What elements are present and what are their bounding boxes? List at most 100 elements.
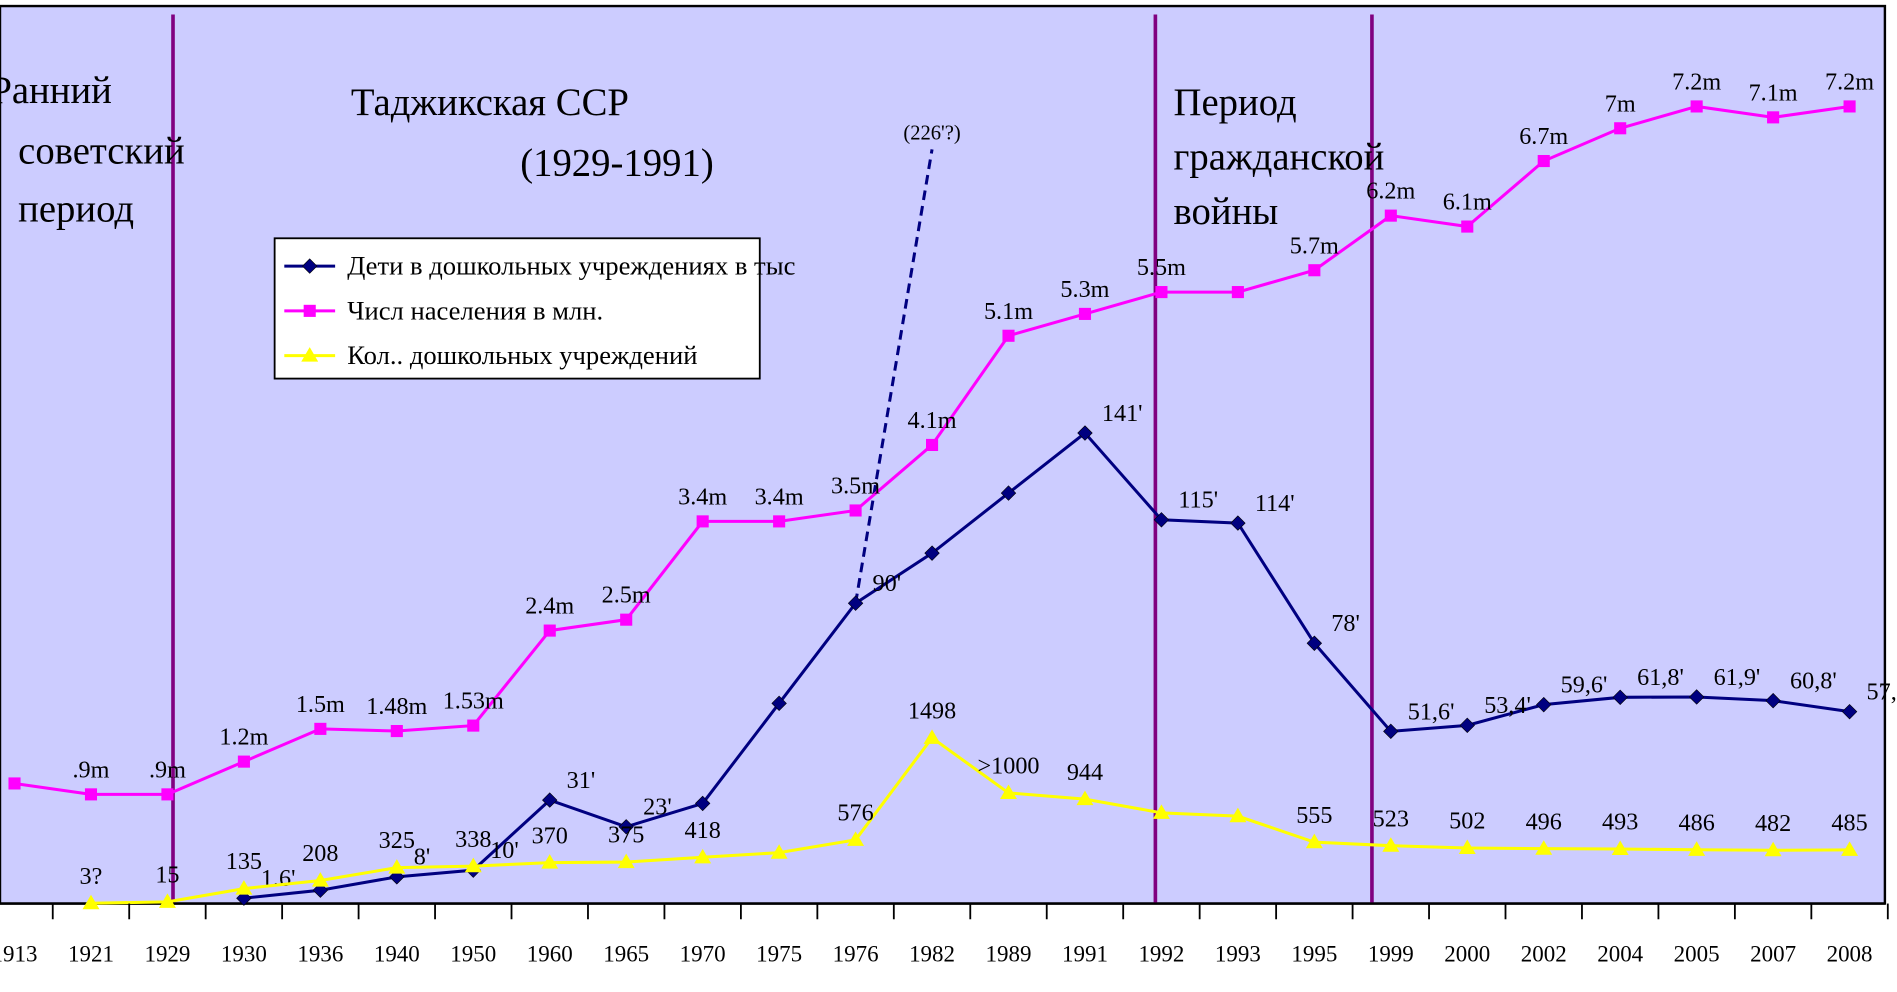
data-point [467, 719, 480, 732]
data-label: 493 [1602, 809, 1638, 836]
data-point [1612, 689, 1628, 705]
data-label: 7m [1605, 90, 1636, 117]
x-tick-label: 1913 [0, 942, 37, 967]
x-tick-label: 1989 [986, 942, 1032, 967]
data-point [1688, 841, 1706, 856]
data-point [1155, 286, 1168, 299]
data-point [1690, 100, 1703, 113]
data-label: 418 [685, 817, 721, 844]
data-point [1458, 839, 1476, 855]
data-label: 3.5m [831, 473, 880, 500]
data-label: 59,6' [1561, 672, 1608, 699]
data-point [464, 857, 482, 873]
data-label: 4.1m [908, 407, 957, 434]
data-point [314, 722, 327, 735]
x-tick-label: 1960 [527, 942, 573, 967]
data-label: 5.3m [1060, 276, 1109, 303]
legend-label: Дети в дошкольных учреждениях в тыс [347, 251, 795, 281]
data-point [1841, 841, 1859, 856]
data-point [1537, 154, 1550, 168]
data-label: .9m [149, 756, 186, 783]
series-line [243, 430, 1850, 900]
data-point [1306, 635, 1323, 651]
data-point [924, 545, 940, 561]
data-point [1536, 696, 1552, 713]
x-tick-label: 1991 [1062, 942, 1108, 967]
data-point [1153, 512, 1170, 528]
series-line [90, 735, 1850, 905]
x-tick-label: 2008 [1827, 942, 1873, 967]
data-point [311, 872, 329, 887]
data-point [925, 438, 939, 451]
data-label: 135 [226, 848, 262, 875]
data-point [694, 795, 711, 812]
data-point [158, 893, 176, 908]
x-tick-label: 2000 [1444, 942, 1490, 967]
x-tick-label: 1992 [1138, 942, 1184, 967]
marks: (226'?) 1.6' 8' 10' 31' 23' 90' 141' 115' 114' 78'… [8, 69, 1897, 910]
data-label: 53,4' [1484, 692, 1531, 719]
data-label: 576 [837, 799, 873, 826]
period-label: период [18, 188, 134, 230]
data-point [235, 880, 253, 895]
data-point [388, 859, 406, 874]
data-point [1305, 833, 1323, 849]
data-label: 1.5m [296, 691, 345, 718]
data-label: 944 [1067, 759, 1103, 786]
legend-label: Кол.. дошкольных учреждений [347, 340, 697, 370]
x-tick-label: 1940 [374, 942, 420, 967]
data-label: 114' [1255, 490, 1295, 517]
data-point [1384, 209, 1397, 222]
data-point [696, 515, 709, 528]
data-point [849, 504, 862, 517]
data-point [1611, 840, 1629, 856]
data-label: 51,6' [1408, 698, 1455, 725]
data-label: 5.1m [984, 298, 1033, 325]
data-point [237, 755, 250, 768]
data-label: 10' [490, 837, 519, 864]
data-point [1843, 100, 1856, 113]
data-point [8, 777, 21, 790]
data-label: 141' [1102, 400, 1143, 427]
data-label: 6.7m [1519, 123, 1568, 150]
data-label: 325 [379, 827, 415, 854]
data-label: .9m [72, 756, 109, 783]
x-tick-label: 1976 [833, 942, 879, 967]
legend-box [273, 237, 761, 380]
data-point [1614, 122, 1627, 135]
data-point [161, 788, 174, 801]
x-tick-label: 2005 [1674, 942, 1720, 967]
data-point [542, 792, 558, 808]
data-label: 5.7m [1290, 232, 1339, 259]
data-label: 486 [1679, 809, 1715, 836]
data-label: 3.4m [678, 483, 727, 510]
data-point [1152, 804, 1170, 819]
x-tick-label: 1929 [144, 942, 190, 967]
x-tick-label: 2004 [1597, 942, 1643, 967]
x-tick-label: 1995 [1291, 942, 1337, 967]
data-point [1000, 485, 1017, 501]
data-point [82, 894, 100, 910]
x-tick-label: 1975 [756, 942, 802, 967]
x-tick-label: 1993 [1215, 942, 1261, 967]
period-label: (1929-1991) [520, 142, 714, 184]
legend: Дети в дошкольных учреждениях в тыс Числ … [273, 237, 795, 380]
data-label: 502 [1449, 808, 1485, 835]
data-point [1461, 220, 1474, 233]
data-label: 23' [643, 794, 672, 821]
data-point [1308, 264, 1321, 277]
x-tick-label: 2007 [1750, 942, 1796, 967]
data-point [1459, 717, 1475, 734]
period-label: советский [18, 130, 185, 172]
x-tick-label: 1970 [680, 942, 726, 967]
data-label: 6.2m [1366, 178, 1415, 205]
data-point [389, 869, 405, 885]
data-point [1383, 723, 1399, 740]
data-point [617, 853, 635, 869]
data-label: 3.4m [755, 483, 804, 510]
data-label: 3? [80, 863, 103, 890]
x-tick-label: 1999 [1368, 942, 1414, 967]
period-label: гражданской [1174, 136, 1385, 178]
data-label: 60,8' [1790, 668, 1837, 695]
